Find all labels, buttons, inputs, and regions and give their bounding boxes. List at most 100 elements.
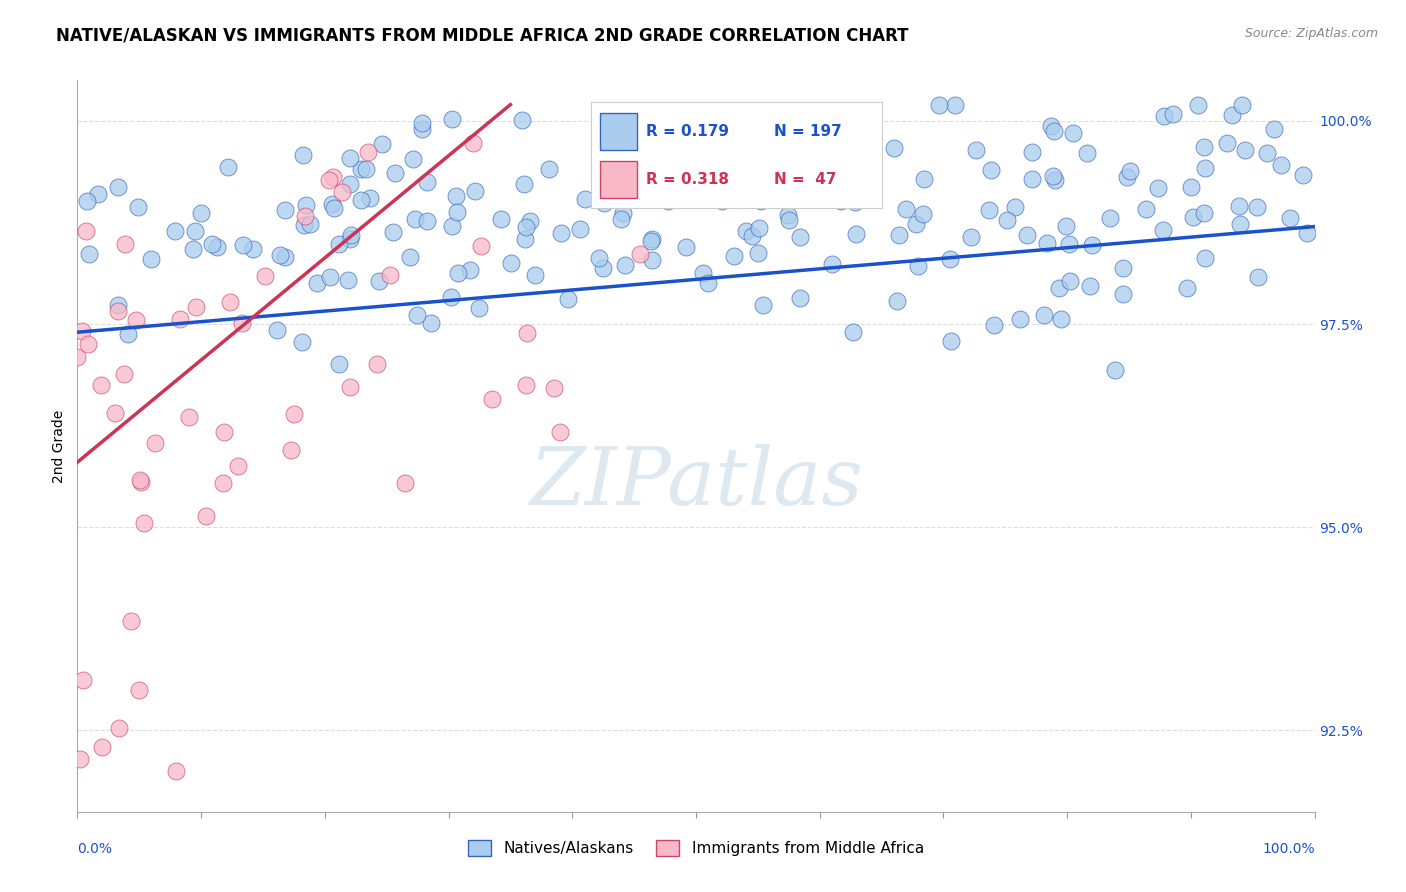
Point	[638, 189, 661, 203]
Point	[489, 212, 512, 227]
Point	[1152, 222, 1174, 236]
Point	[782, 170, 804, 185]
Point	[592, 195, 614, 210]
Point	[321, 197, 343, 211]
Point	[965, 143, 987, 157]
Point	[912, 172, 935, 186]
Point	[1270, 158, 1292, 172]
Point	[844, 195, 866, 210]
Point	[232, 238, 254, 252]
Point	[1153, 109, 1175, 123]
Point	[723, 249, 745, 263]
Point	[1042, 169, 1064, 184]
Point	[468, 301, 491, 315]
Point	[328, 357, 350, 371]
Point	[394, 475, 416, 490]
Point	[1263, 121, 1285, 136]
Point	[384, 166, 406, 180]
Point	[269, 248, 291, 262]
Point	[128, 682, 150, 697]
Point	[69, 751, 91, 765]
Point	[598, 172, 620, 186]
Point	[1049, 312, 1071, 326]
Point	[568, 222, 591, 236]
Point	[741, 229, 763, 244]
Point	[1216, 136, 1239, 151]
Point	[76, 337, 98, 351]
Point	[1182, 210, 1205, 224]
Point	[1076, 145, 1098, 160]
Point	[995, 213, 1018, 227]
Point	[828, 111, 851, 125]
Point	[1194, 161, 1216, 175]
Point	[1220, 108, 1243, 122]
Point	[339, 232, 361, 246]
Point	[980, 163, 1002, 178]
Point	[328, 236, 350, 251]
Point	[107, 180, 129, 194]
Point	[406, 308, 429, 322]
Point	[806, 176, 828, 190]
Point	[789, 230, 811, 244]
Point	[749, 194, 772, 208]
Point	[550, 226, 572, 240]
Point	[1147, 181, 1170, 195]
Point	[1234, 143, 1257, 157]
Point	[896, 202, 918, 217]
Point	[557, 292, 579, 306]
Text: 100.0%: 100.0%	[1263, 842, 1315, 856]
Point	[1043, 173, 1066, 187]
Point	[318, 173, 340, 187]
Point	[464, 184, 486, 198]
Point	[610, 212, 633, 227]
Point	[298, 217, 321, 231]
Point	[707, 127, 730, 141]
Point	[1180, 180, 1202, 194]
Point	[650, 164, 672, 178]
Point	[340, 227, 363, 242]
Legend: Natives/Alaskans, Immigrants from Middle Africa: Natives/Alaskans, Immigrants from Middle…	[463, 834, 929, 863]
Point	[458, 262, 481, 277]
Point	[749, 180, 772, 194]
Point	[803, 190, 825, 204]
Point	[905, 217, 928, 231]
Point	[928, 97, 950, 112]
Point	[66, 350, 89, 364]
Point	[1036, 235, 1059, 250]
Point	[447, 267, 470, 281]
Point	[1010, 312, 1032, 326]
Point	[179, 409, 201, 424]
Point	[368, 274, 391, 288]
Point	[669, 179, 692, 194]
Point	[1054, 219, 1077, 233]
Point	[1081, 238, 1104, 252]
Point	[1177, 281, 1199, 295]
Point	[339, 178, 361, 192]
Point	[416, 214, 439, 228]
Point	[399, 250, 422, 264]
Point	[139, 252, 162, 266]
Point	[588, 251, 610, 265]
Point	[1112, 286, 1135, 301]
Point	[205, 239, 228, 253]
Point	[120, 614, 142, 628]
Point	[330, 185, 353, 199]
Point	[887, 227, 910, 242]
Point	[640, 252, 662, 267]
Point	[612, 206, 634, 220]
Point	[543, 381, 565, 395]
Point	[510, 113, 533, 128]
Point	[470, 239, 492, 253]
Point	[523, 268, 546, 283]
Point	[842, 325, 865, 339]
Point	[911, 206, 934, 220]
Point	[943, 97, 966, 112]
Point	[280, 442, 302, 457]
Point	[769, 159, 792, 173]
Point	[294, 209, 316, 223]
Point	[321, 169, 343, 184]
Point	[322, 202, 344, 216]
Point	[657, 194, 679, 208]
Point	[751, 297, 773, 311]
Point	[789, 291, 811, 305]
